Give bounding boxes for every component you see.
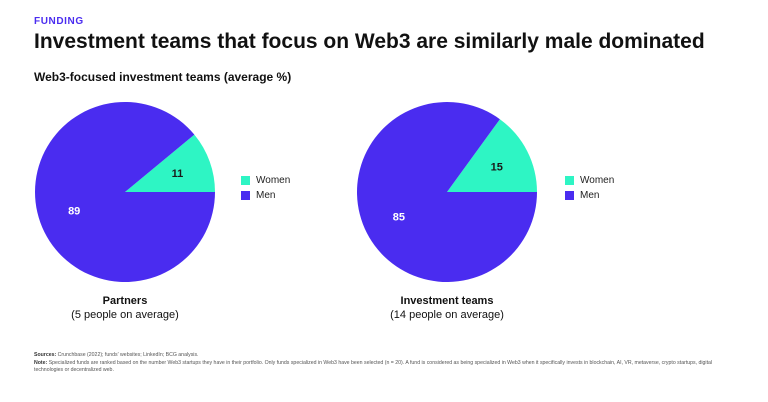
pie-label-men: 89: [68, 205, 80, 217]
chart-subtitle: Web3-focused investment teams (average %…: [34, 70, 292, 84]
caption-title: Investment teams: [400, 295, 494, 307]
sources-label: Sources:: [34, 352, 57, 358]
caption-subtitle: (14 people on average): [390, 309, 504, 321]
pie-slice-men: [35, 101, 215, 283]
note-text: Specialized funds are ranked based on th…: [34, 359, 713, 374]
legend-partners: Women Men: [241, 173, 290, 203]
legend-item-men: Men: [241, 188, 290, 202]
caption-investment-teams: Investment teams (14 people on average): [337, 294, 557, 322]
pie-label-women: 11: [172, 168, 184, 180]
pie-slice-women: [125, 134, 215, 192]
legend-swatch-men: [565, 190, 574, 200]
legend-item-women: Women: [241, 173, 290, 187]
section-kicker: FUNDING: [34, 16, 84, 27]
legend-swatch-women: [565, 175, 574, 185]
pie-slice-men: [357, 101, 537, 282]
chart-title: Investment teams that focus on Web3 are …: [34, 30, 705, 53]
legend-swatch-men: [241, 190, 250, 200]
pie-label-men: 85: [393, 212, 405, 224]
legend-item-women: Women: [565, 173, 614, 187]
legend-label-women: Women: [580, 174, 615, 186]
caption-partners: Partners (5 people on average): [15, 294, 235, 322]
pie-slice-women: [447, 119, 537, 192]
legend-investment-teams: Women Men: [565, 173, 614, 203]
caption-subtitle: (5 people on average): [71, 309, 179, 321]
note-label: Note:: [34, 359, 48, 366]
legend-swatch-women: [241, 175, 250, 185]
legend-item-men: Men: [565, 188, 614, 202]
legend-label-men: Men: [580, 189, 600, 201]
legend-label-men: Men: [256, 189, 276, 201]
sources-text: Crunchbase (2022); funds' websites; Link…: [56, 352, 199, 358]
footnotes: Sources: Crunchbase (2022); funds' websi…: [34, 352, 734, 375]
legend-label-women: Women: [256, 174, 291, 186]
note-line: Note: Specialized funds are ranked based…: [34, 360, 734, 375]
pie-label-women: 15: [491, 162, 503, 174]
sources-line: Sources: Crunchbase (2022); funds' websi…: [34, 352, 734, 360]
caption-title: Partners: [102, 295, 148, 307]
